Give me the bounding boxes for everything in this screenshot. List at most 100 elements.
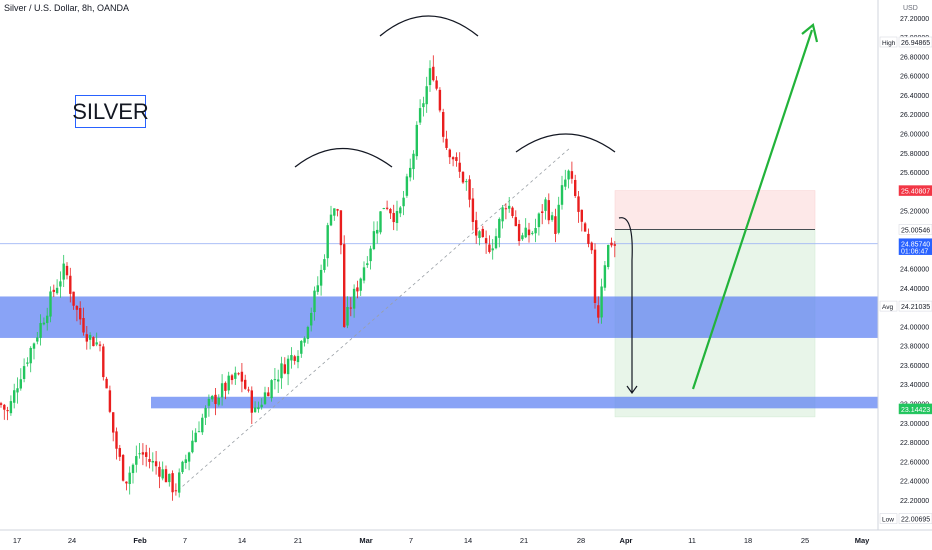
candle-body: [174, 490, 178, 492]
y-tick-label: 22.20000: [900, 498, 929, 505]
candle-body: [75, 306, 79, 310]
candle-body: [560, 185, 564, 205]
candle-body: [369, 248, 372, 262]
candle-body: [567, 170, 570, 180]
candle-body: [296, 355, 300, 363]
y-tick-label: 25.80000: [900, 151, 929, 158]
candle-body: [583, 223, 587, 232]
y-tick-label: 23.80000: [900, 344, 929, 351]
candle-body: [455, 157, 458, 162]
candle-body: [105, 378, 108, 389]
candle-body: [112, 412, 115, 433]
price-label-box: [898, 300, 932, 312]
candle-body: [194, 432, 197, 443]
candle-body: [102, 346, 105, 378]
price-label-box: [898, 513, 932, 524]
x-tick-label: 7: [183, 536, 187, 545]
green-arrow: [691, 29, 814, 390]
price-label-countdown: 01:06:47: [901, 249, 928, 256]
candle-body: [600, 286, 603, 318]
candle-body: [415, 124, 418, 157]
candle-body: [164, 469, 168, 483]
price-label-value: 24.21035: [901, 304, 930, 311]
candle-body: [488, 244, 491, 252]
candle-body: [504, 208, 508, 210]
candle-body: [402, 197, 405, 207]
candle-body: [72, 291, 75, 306]
candle-body: [521, 235, 524, 240]
candle-body: [88, 334, 92, 340]
candle-body: [82, 317, 85, 333]
candle-body: [108, 390, 112, 412]
candle-body: [178, 472, 181, 493]
candle-body: [524, 227, 527, 238]
trendline: [177, 147, 571, 491]
y-tick-label: 26.00000: [900, 131, 929, 138]
candle-body: [534, 228, 537, 234]
price-label-tag: [879, 513, 898, 524]
candle-body: [382, 208, 385, 210]
candle-body: [537, 213, 541, 228]
x-tick-label: 18: [744, 536, 752, 545]
candle-body: [240, 371, 244, 382]
candle-body: [392, 212, 395, 223]
candle-body: [148, 458, 151, 462]
candle-body: [171, 473, 174, 493]
candle-body: [597, 305, 600, 318]
price-label-name: High: [882, 40, 896, 47]
candle-body: [422, 103, 425, 108]
candle-body: [461, 171, 465, 183]
price-label-value: 23.14423: [901, 407, 930, 414]
candle-body: [435, 80, 438, 89]
candle-body: [244, 379, 247, 389]
candle-body: [121, 455, 125, 481]
candle-body: [389, 208, 392, 214]
x-tick-label: 21: [294, 536, 302, 545]
candle-body: [283, 364, 286, 374]
candle-body: [412, 153, 415, 170]
candle-body: [409, 167, 412, 178]
y-tick-label: 22.60000: [900, 459, 929, 466]
candle-body: [550, 215, 554, 220]
candle-body: [158, 466, 161, 477]
candle-body: [372, 231, 376, 250]
candle-body: [547, 200, 550, 221]
candle-body: [517, 224, 521, 242]
y-tick-label: 26.20000: [900, 112, 929, 119]
candle-body: [9, 401, 13, 414]
candle-body: [494, 236, 498, 249]
candle-body: [267, 392, 270, 397]
candle-body: [280, 363, 283, 379]
candle-body: [32, 343, 36, 349]
head-arc: [379, 15, 479, 37]
x-tick-label: 21: [520, 536, 528, 545]
candle-body: [303, 338, 306, 343]
candle-body: [6, 410, 9, 412]
candle-body: [352, 288, 356, 309]
x-tick-label: 24: [68, 536, 76, 545]
candle-body: [448, 149, 451, 158]
candle-body: [491, 248, 494, 251]
chart-title: Silver / U.S. Dollar, 8h, OANDA: [4, 3, 130, 13]
candle-body: [187, 452, 191, 462]
candle-body: [442, 112, 445, 137]
candle-body: [69, 275, 72, 294]
candle-body: [395, 210, 399, 224]
candle-body: [362, 267, 366, 281]
candle-body: [168, 473, 171, 483]
candle-body: [475, 220, 478, 236]
candle-body: [247, 389, 250, 391]
candle-body: [405, 176, 409, 196]
price-label-tag: [879, 300, 898, 312]
x-tick-label: Apr: [620, 536, 633, 545]
candle-body: [65, 265, 69, 276]
candle-body: [0, 403, 3, 405]
y-tick-label: 24.40000: [900, 286, 929, 293]
candle-body: [135, 456, 138, 465]
price-label-box: [898, 224, 932, 235]
candle-body: [227, 375, 230, 391]
candle-body: [603, 265, 607, 288]
candle-body: [527, 229, 531, 236]
candle-body: [141, 452, 145, 455]
